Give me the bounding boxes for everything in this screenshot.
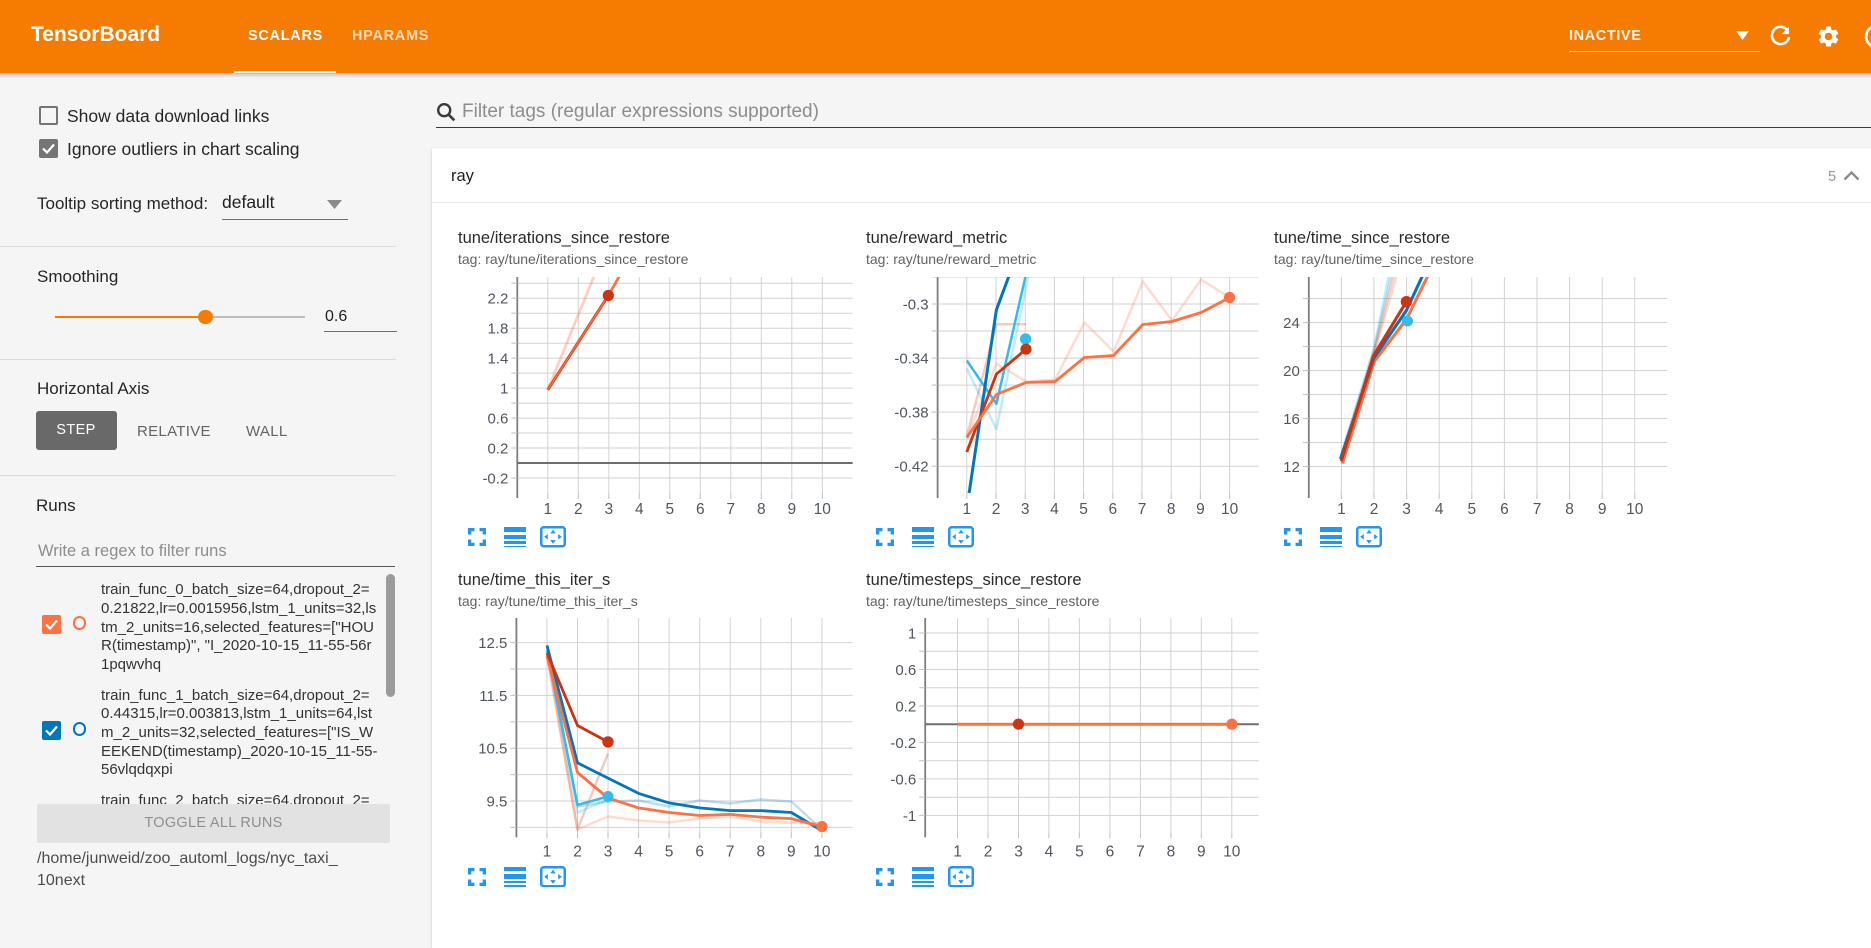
svg-text:5: 5 bbox=[665, 843, 674, 860]
svg-text:9: 9 bbox=[787, 501, 796, 518]
svg-text:0.2: 0.2 bbox=[895, 698, 916, 715]
svg-text:2: 2 bbox=[1370, 501, 1379, 518]
svg-text:1: 1 bbox=[543, 843, 552, 860]
svg-text:6: 6 bbox=[695, 843, 704, 860]
svg-text:8: 8 bbox=[757, 501, 766, 518]
svg-text:4: 4 bbox=[1045, 843, 1054, 860]
svg-text:0.2: 0.2 bbox=[487, 440, 508, 457]
svg-text:8: 8 bbox=[756, 843, 765, 860]
svg-text:8: 8 bbox=[1167, 843, 1176, 860]
svg-text:9.5: 9.5 bbox=[487, 793, 508, 810]
svg-text:3: 3 bbox=[1402, 501, 1411, 518]
svg-text:9: 9 bbox=[787, 843, 796, 860]
svg-text:-1: -1 bbox=[903, 807, 916, 824]
svg-text:9: 9 bbox=[1598, 501, 1607, 518]
svg-text:5: 5 bbox=[1467, 501, 1476, 518]
svg-text:2: 2 bbox=[992, 501, 1001, 518]
svg-text:0.6: 0.6 bbox=[487, 410, 508, 427]
svg-text:12.5: 12.5 bbox=[478, 635, 507, 652]
svg-text:3: 3 bbox=[604, 843, 613, 860]
svg-text:1: 1 bbox=[543, 501, 552, 518]
svg-text:7: 7 bbox=[726, 843, 735, 860]
svg-text:1: 1 bbox=[1337, 501, 1346, 518]
svg-text:7: 7 bbox=[1533, 501, 1542, 518]
svg-text:-0.6: -0.6 bbox=[890, 771, 916, 788]
svg-text:1.8: 1.8 bbox=[487, 320, 508, 337]
svg-text:1: 1 bbox=[953, 843, 962, 860]
svg-text:6: 6 bbox=[696, 501, 705, 518]
svg-text:2: 2 bbox=[573, 843, 582, 860]
svg-text:7: 7 bbox=[726, 501, 735, 518]
svg-text:20: 20 bbox=[1283, 363, 1300, 380]
svg-text:-0.34: -0.34 bbox=[894, 350, 928, 367]
svg-text:0.6: 0.6 bbox=[895, 662, 916, 679]
svg-text:24: 24 bbox=[1283, 315, 1300, 332]
svg-text:11.5: 11.5 bbox=[479, 687, 507, 704]
svg-text:2: 2 bbox=[984, 843, 993, 860]
svg-text:9: 9 bbox=[1196, 501, 1205, 518]
svg-text:5: 5 bbox=[1079, 501, 1088, 518]
svg-text:4: 4 bbox=[634, 843, 643, 860]
svg-text:4: 4 bbox=[1050, 501, 1059, 518]
svg-text:8: 8 bbox=[1167, 501, 1176, 518]
svg-text:8: 8 bbox=[1565, 501, 1574, 518]
svg-text:3: 3 bbox=[1014, 843, 1023, 860]
svg-text:6: 6 bbox=[1106, 843, 1115, 860]
svg-text:-0.3: -0.3 bbox=[903, 296, 929, 313]
svg-text:10: 10 bbox=[814, 501, 832, 518]
svg-text:-0.2: -0.2 bbox=[482, 470, 508, 487]
svg-text:2: 2 bbox=[574, 501, 583, 518]
svg-text:5: 5 bbox=[1075, 843, 1084, 860]
svg-text:7: 7 bbox=[1136, 843, 1145, 860]
svg-text:6: 6 bbox=[1500, 501, 1509, 518]
svg-text:10: 10 bbox=[1626, 501, 1644, 518]
svg-text:10: 10 bbox=[1221, 501, 1239, 518]
svg-text:1.4: 1.4 bbox=[487, 350, 508, 367]
svg-text:16: 16 bbox=[1283, 411, 1300, 428]
svg-text:10: 10 bbox=[813, 843, 831, 860]
svg-text:-0.42: -0.42 bbox=[894, 458, 928, 475]
svg-text:3: 3 bbox=[1021, 501, 1030, 518]
svg-text:7: 7 bbox=[1138, 501, 1147, 518]
svg-text:5: 5 bbox=[665, 501, 674, 518]
svg-text:4: 4 bbox=[1435, 501, 1444, 518]
svg-text:2.2: 2.2 bbox=[487, 290, 508, 307]
svg-text:1: 1 bbox=[908, 625, 916, 642]
svg-text:10: 10 bbox=[1223, 843, 1241, 860]
svg-text:-0.2: -0.2 bbox=[890, 734, 916, 751]
svg-text:1: 1 bbox=[962, 501, 971, 518]
svg-text:4: 4 bbox=[635, 501, 644, 518]
svg-text:10.5: 10.5 bbox=[478, 740, 507, 757]
svg-text:3: 3 bbox=[604, 501, 613, 518]
svg-text:9: 9 bbox=[1197, 843, 1206, 860]
svg-text:-0.38: -0.38 bbox=[894, 404, 928, 421]
svg-text:12: 12 bbox=[1283, 459, 1300, 476]
svg-text:1: 1 bbox=[500, 380, 508, 397]
svg-text:6: 6 bbox=[1108, 501, 1117, 518]
